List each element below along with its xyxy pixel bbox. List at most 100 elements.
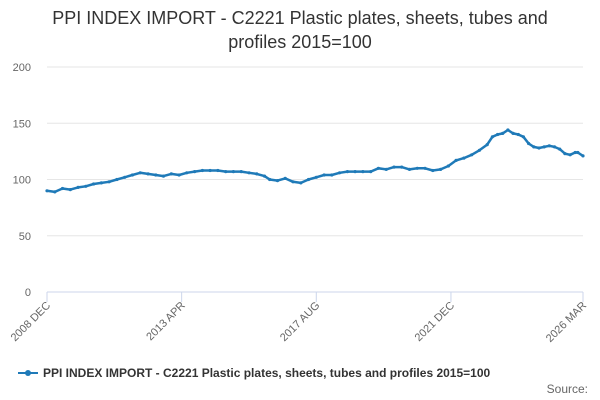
data-point[interactable] [462,156,466,160]
data-point[interactable] [353,170,357,174]
data-point[interactable] [446,164,450,168]
data-point[interactable] [169,172,173,176]
data-point[interactable] [552,145,557,149]
data-point[interactable] [376,166,380,170]
data-point[interactable] [568,153,572,157]
chart-title: PPI INDEX IMPORT - C2221 Plastic plates,… [0,6,600,54]
data-point[interactable] [361,170,365,174]
data-point[interactable] [423,166,427,170]
data-point[interactable] [224,170,228,174]
y-tick-label: 200 [13,62,31,74]
data-point[interactable] [146,172,150,176]
data-point[interactable] [177,173,181,177]
data-point[interactable] [200,168,204,173]
y-axis-ticks: 0 50 100 150 200 [13,62,31,299]
data-point[interactable] [231,170,235,174]
legend[interactable]: PPI INDEX IMPORT - C2221 Plastic plates,… [18,366,490,380]
data-point[interactable] [247,171,251,175]
data-point[interactable] [283,176,287,180]
data-point[interactable] [576,150,580,155]
data-point[interactable] [84,184,88,188]
data-point[interactable] [330,173,334,177]
data-point[interactable] [477,148,481,152]
x-tick-label: 2008 DEC [9,300,53,344]
data-point[interactable] [275,179,280,183]
y-tick-label: 0 [25,287,31,299]
data-point[interactable] [92,182,96,186]
data-point[interactable] [563,152,567,156]
data-point[interactable] [573,150,577,155]
y-tick-label: 50 [19,231,31,243]
data-point[interactable] [345,170,349,174]
data-point[interactable] [130,173,134,177]
data-point[interactable] [60,186,65,191]
data-point[interactable] [154,173,158,177]
data-point[interactable] [107,180,111,184]
data-point[interactable] [470,153,474,157]
data-point[interactable] [255,172,259,176]
legend-line-marker-icon [18,368,38,378]
data-point[interactable] [527,141,531,146]
data-point[interactable] [239,170,243,174]
data-point[interactable] [537,146,541,150]
data-point[interactable] [384,167,388,171]
data-point[interactable] [306,177,311,182]
data-point[interactable] [542,145,546,149]
y-tick-label: 150 [13,118,31,130]
data-point[interactable] [400,165,404,169]
data-point[interactable] [216,168,220,173]
data-point[interactable] [490,135,494,139]
data-point[interactable] [506,128,510,132]
data-point[interactable] [268,177,272,182]
data-point[interactable] [369,170,373,174]
data-point[interactable] [76,185,80,189]
series-line[interactable] [46,128,584,194]
legend-label: PPI INDEX IMPORT - C2221 Plastic plates,… [43,366,491,380]
x-tick-label: 2013 APR [144,300,188,344]
data-point[interactable] [161,174,166,178]
chart-title-line-1: PPI INDEX IMPORT - C2221 Plastic plates,… [52,8,548,28]
data-point[interactable] [45,189,49,193]
data-point[interactable] [521,135,526,139]
data-point[interactable] [581,154,585,158]
data-point[interactable] [185,171,189,175]
data-point[interactable] [547,144,551,148]
data-point[interactable] [262,174,267,178]
data-point[interactable] [299,181,303,185]
data-point[interactable] [193,170,197,174]
data-point[interactable] [496,132,500,137]
data-point[interactable] [322,173,326,177]
x-tick-label: 2017 AUG [278,300,322,344]
data-point[interactable] [138,171,142,175]
x-tick-label: 2021 DEC [413,300,457,344]
data-point[interactable] [454,158,458,162]
data-point[interactable] [208,168,212,173]
data-point[interactable] [431,168,435,173]
data-point[interactable] [511,131,515,135]
data-point[interactable] [338,171,342,175]
chart-title-line-2: profiles 2015=100 [228,32,372,52]
data-point[interactable] [558,147,562,151]
data-point[interactable] [392,165,396,169]
x-axis-ticks: 2008 DEC 2013 APR 2017 AUG 2021 DEC 2026 MAR [9,292,589,345]
data-point[interactable] [53,190,57,194]
y-tick-label: 100 [13,175,31,187]
data-point[interactable] [291,180,295,184]
series-layer [45,128,585,194]
data-point[interactable] [415,166,419,170]
source-credit: Source: [546,382,588,396]
data-point[interactable] [407,167,412,171]
data-point[interactable] [99,181,103,185]
data-point[interactable] [68,188,72,192]
data-point[interactable] [439,167,443,171]
data-point[interactable] [516,132,520,137]
data-point[interactable] [532,145,536,149]
data-point[interactable] [115,177,119,182]
data-point[interactable] [501,131,505,135]
data-point[interactable] [123,175,127,179]
x-tick-label: 2026 MAR [544,300,589,345]
grid-lines [47,66,583,237]
data-point[interactable] [314,175,318,179]
data-point[interactable] [485,143,489,147]
